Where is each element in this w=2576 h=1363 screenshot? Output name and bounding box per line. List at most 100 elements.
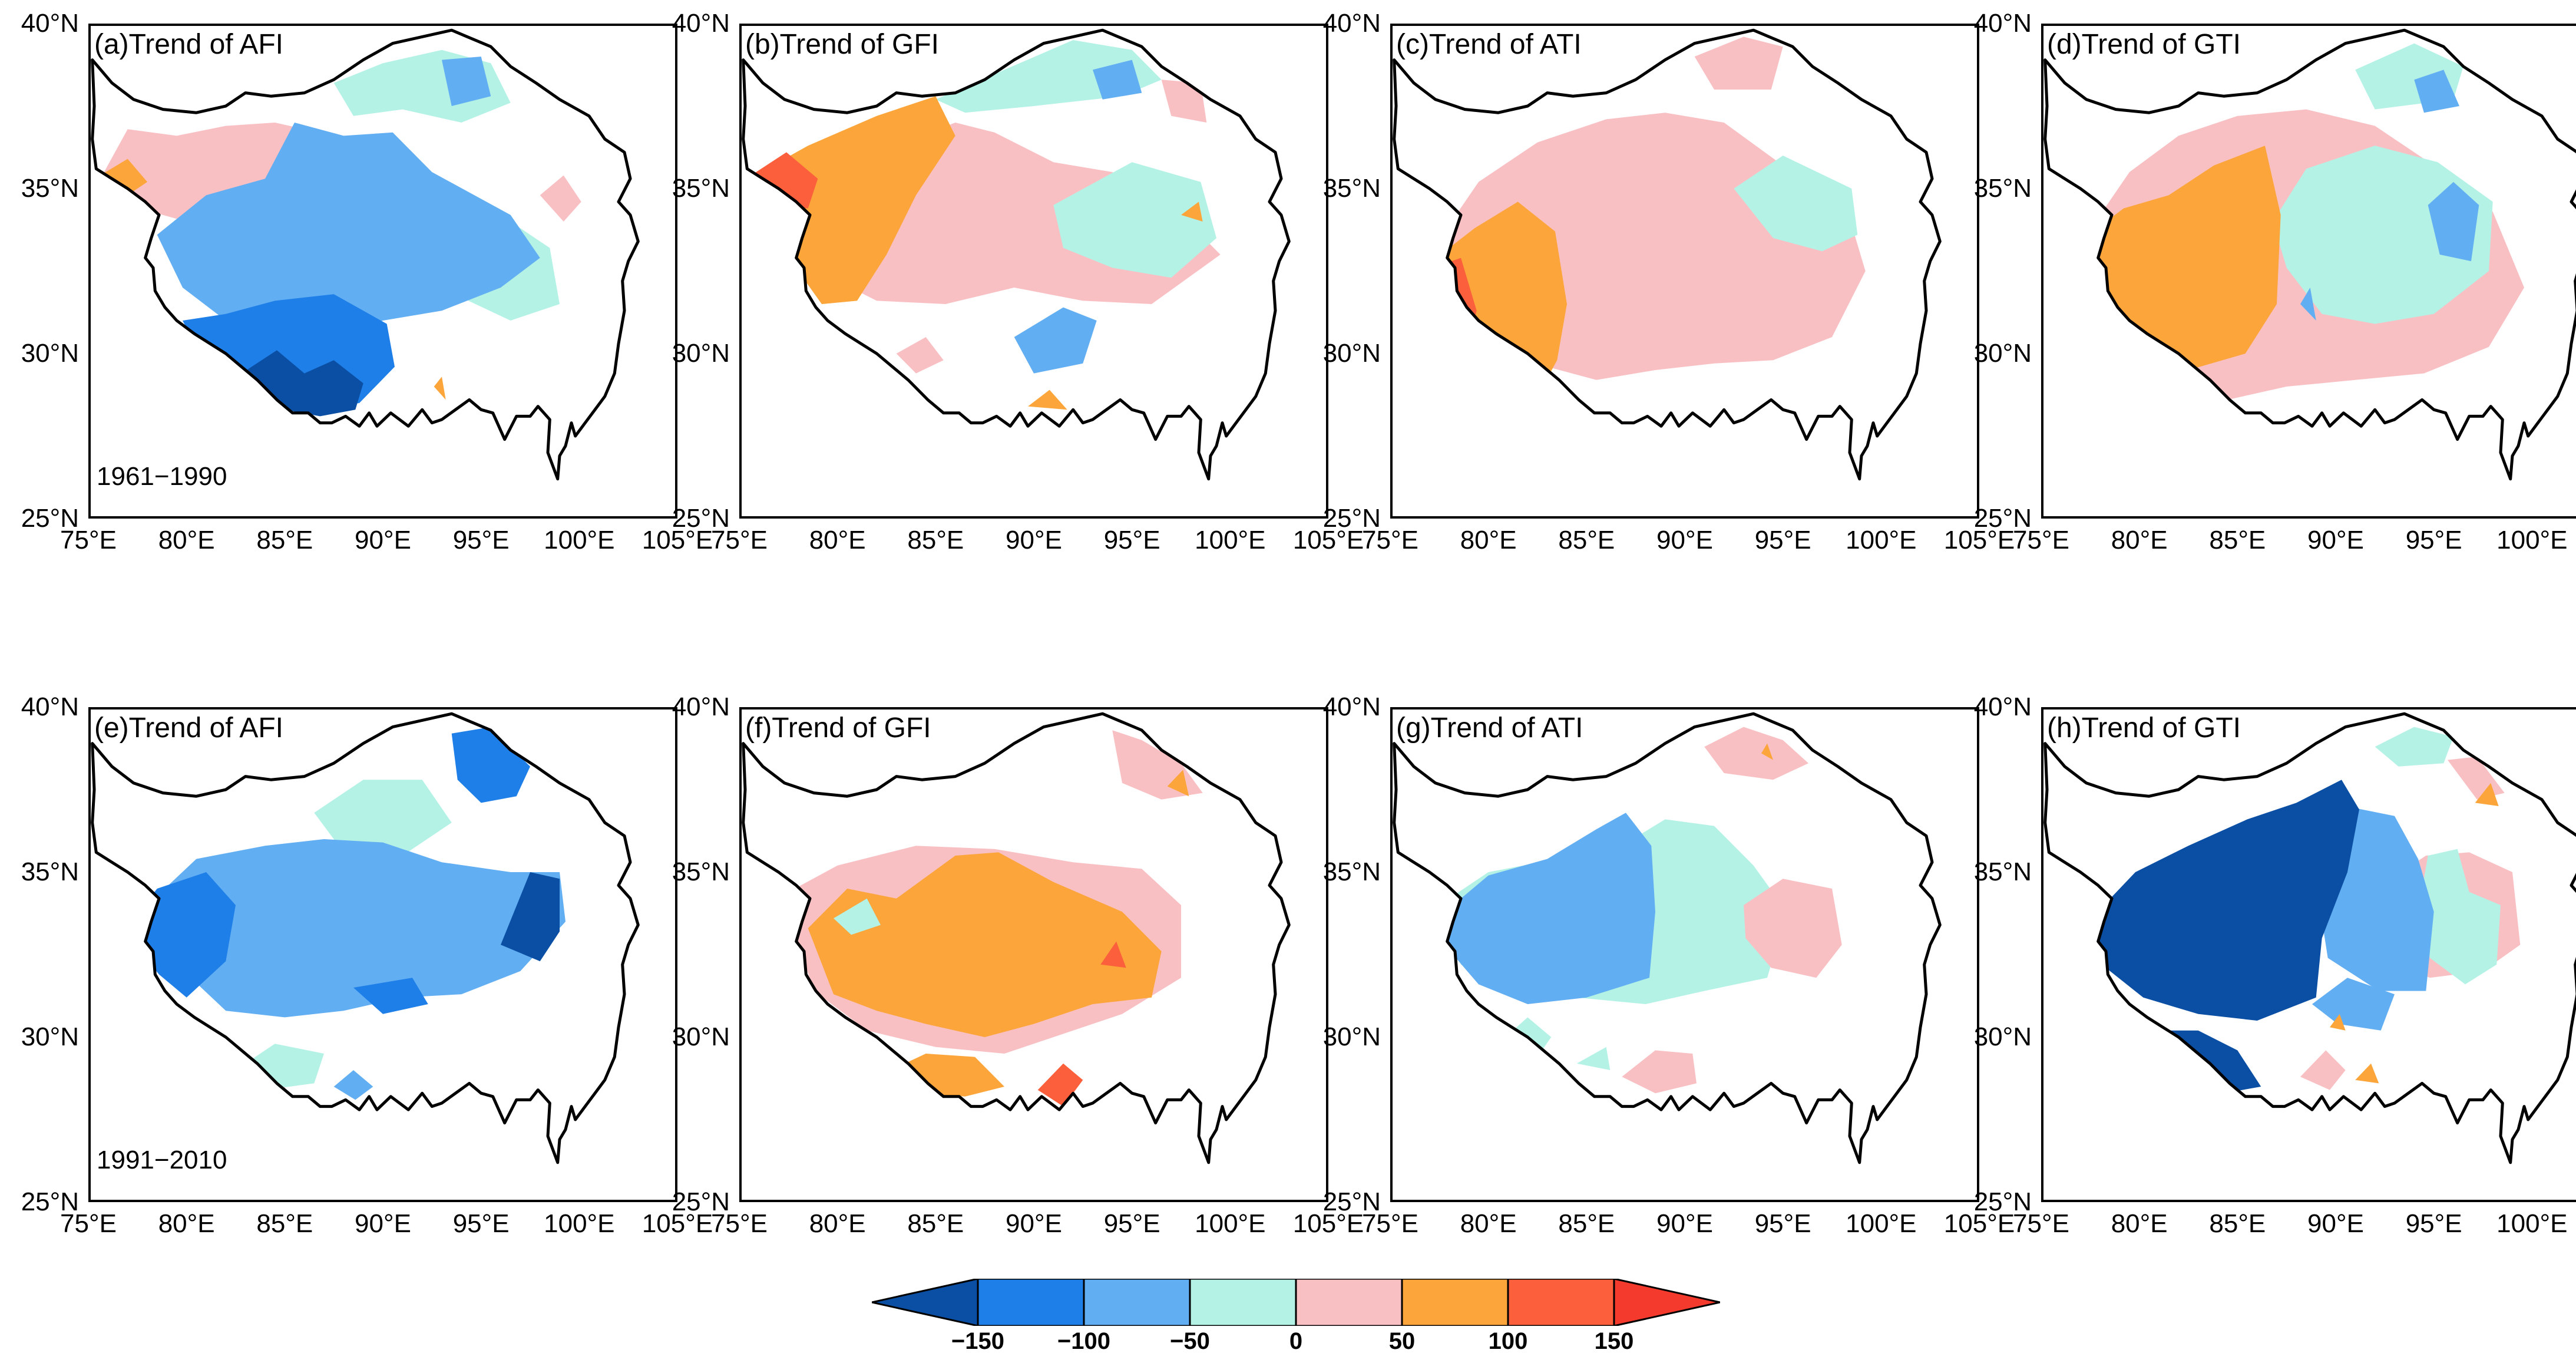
trend-region xyxy=(1704,727,1808,780)
x-tick-label: 75°E xyxy=(1362,526,1418,555)
x-tick-label: 80°E xyxy=(158,1209,215,1238)
trend-map xyxy=(2043,712,2576,1164)
trend-map xyxy=(2043,28,2576,481)
y-tick-label: 40°N xyxy=(21,9,79,38)
x-tick-label: 75°E xyxy=(711,526,768,555)
trend-region xyxy=(2312,978,2395,1031)
y-tick-label: 30°N xyxy=(21,339,79,368)
x-tick-label: 85°E xyxy=(1558,526,1615,555)
colorbar-tick-label: −100 xyxy=(1057,1328,1111,1354)
colorbar-cell xyxy=(1189,1278,1297,1327)
trend-region xyxy=(808,852,1162,1037)
colorbar-cell xyxy=(1083,1278,1191,1327)
x-tick-label: 75°E xyxy=(2013,1209,2069,1238)
colorbar-graphic xyxy=(871,1278,1721,1327)
panel-title: (a)Trend of AFI xyxy=(94,29,283,60)
x-tick-label: 95°E xyxy=(1103,1209,1160,1238)
x-tick-label: 105°E xyxy=(641,526,713,555)
y-tick-label: 30°N xyxy=(672,1022,730,1051)
colorbar-cell xyxy=(977,1278,1085,1327)
x-tick-label: 80°E xyxy=(1460,526,1517,555)
x-tick-label: 105°E xyxy=(2571,526,2576,555)
trend-region xyxy=(1053,162,1216,278)
map-panel: 40°N 35°N 30°N 25°N 75°E 80°E 85°E 90°E 95°E 100°… xyxy=(21,694,713,1239)
trend-map xyxy=(742,28,1291,481)
panel-title: (g)Trend of ATI xyxy=(1396,712,1583,744)
trend-region xyxy=(1014,307,1097,374)
x-tick-label: 90°E xyxy=(1006,1209,1062,1238)
x-tick-label: 85°E xyxy=(2209,526,2266,555)
colorbar-tick-label: 0 xyxy=(1289,1328,1303,1354)
x-tick-label: 95°E xyxy=(2405,526,2462,555)
plateau-outline xyxy=(2043,712,2576,1164)
trend-region xyxy=(501,872,560,962)
y-tick-label: 35°N xyxy=(1973,857,2032,886)
y-tick-label: 30°N xyxy=(1322,339,1381,368)
trend-region xyxy=(157,123,540,341)
x-tick-label: 105°E xyxy=(641,1209,713,1238)
map-panel: 40°N 35°N 30°N 25°N 75°E 80°E 85°E 90°E 95°E 100°… xyxy=(1974,694,2576,1238)
trend-map xyxy=(1393,28,1942,481)
trend-region xyxy=(2300,288,2316,321)
plateau-outline xyxy=(1393,712,1942,1164)
trend-region xyxy=(1093,60,1142,100)
axes-frame xyxy=(1390,24,1979,519)
panel-title: (b)Trend of GFI xyxy=(745,29,939,60)
colorbar-tick-label: 150 xyxy=(1594,1328,1634,1354)
map-panel: 40°N 35°N 30°N 25°N 75°E 80°E 85°E 90°E 95°E 100°… xyxy=(1974,11,2576,555)
y-tick-label: 25°N xyxy=(21,1187,79,1216)
axes-frame xyxy=(739,707,1328,1202)
x-tick-label: 95°E xyxy=(452,526,510,555)
trend-region xyxy=(1622,1050,1697,1094)
map-panel: 40°N 35°N 30°N 25°N 75°E 80°E 85°E 90°E 95°E 100°… xyxy=(672,694,1364,1239)
colorbar-cell xyxy=(1507,1278,1615,1327)
trend-region xyxy=(896,337,944,374)
trend-region xyxy=(2088,780,2359,1021)
trend-region xyxy=(2475,783,2499,806)
x-tick-label: 75°E xyxy=(60,526,117,555)
x-tick-label: 85°E xyxy=(907,526,964,555)
y-tick-label: 40°N xyxy=(672,9,730,38)
x-tick-label: 85°E xyxy=(907,1209,964,1238)
x-tick-label: 100°E xyxy=(544,526,615,555)
x-tick-label: 90°E xyxy=(2307,526,2364,555)
colorbar-tick-label: 50 xyxy=(1388,1328,1416,1354)
trend-region xyxy=(2300,1050,2346,1090)
axes-frame xyxy=(88,24,677,519)
x-tick-label: 90°E xyxy=(1006,526,1062,555)
x-tick-label: 80°E xyxy=(158,526,215,555)
x-tick-label: 90°E xyxy=(355,1209,411,1238)
x-tick-label: 85°E xyxy=(256,526,313,555)
trend-region xyxy=(333,1070,373,1100)
trend-region xyxy=(2418,849,2501,985)
x-tick-label: 105°E xyxy=(1292,1209,1364,1238)
trend-region xyxy=(1100,941,1126,968)
y-tick-label: 35°N xyxy=(672,857,730,886)
x-tick-label: 80°E xyxy=(2111,526,2168,555)
trend-map xyxy=(91,712,640,1164)
trend-region xyxy=(1734,156,1858,252)
axes-frame xyxy=(88,707,677,1202)
y-tick-label: 40°N xyxy=(1322,9,1381,38)
map-panel: 40°N 35°N 30°N 25°N 75°E 80°E 85°E 90°E 95°E 100°… xyxy=(21,11,713,555)
y-tick-label: 35°N xyxy=(21,174,79,203)
x-tick-label: 90°E xyxy=(1656,1209,1713,1238)
trend-region xyxy=(834,898,881,935)
y-tick-label: 30°N xyxy=(1973,339,2032,368)
trend-region xyxy=(2375,727,2453,767)
trend-region xyxy=(1181,202,1203,222)
x-tick-label: 85°E xyxy=(256,1209,313,1238)
trend-region xyxy=(434,377,446,400)
trend-region xyxy=(540,175,581,222)
trend-region xyxy=(1423,202,1567,397)
colorbar-cell xyxy=(1401,1278,1509,1327)
trend-region xyxy=(2428,181,2479,262)
x-tick-label: 75°E xyxy=(1362,1209,1418,1238)
colorbar-low-arrow xyxy=(871,1278,979,1327)
trend-region xyxy=(1576,1047,1611,1070)
y-tick-label: 30°N xyxy=(21,1022,79,1051)
y-tick-label: 30°N xyxy=(1973,1022,2032,1051)
y-tick-label: 25°N xyxy=(21,504,79,533)
x-tick-label: 90°E xyxy=(1656,526,1713,555)
x-tick-label: 100°E xyxy=(1846,526,1917,555)
